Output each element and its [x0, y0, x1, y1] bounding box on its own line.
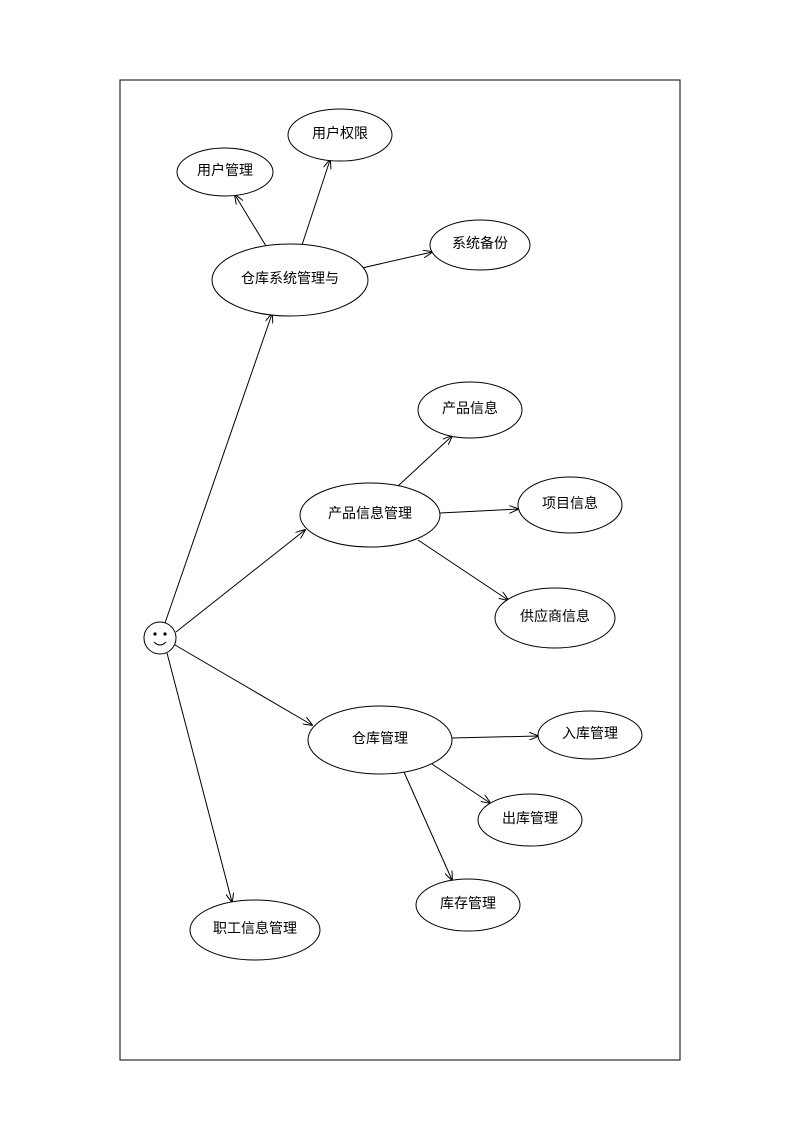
node-stock_mgmt: 库存管理: [416, 879, 520, 931]
edge-prod_info_mgmt-proj_info: [440, 509, 518, 513]
node-label: 仓库系统管理与: [241, 271, 339, 287]
node-label: 出库管理: [502, 811, 558, 827]
node-user_mgmt: 用户管理: [177, 148, 273, 196]
node-staff_info: 职工信息管理: [190, 900, 320, 960]
node-user_perm: 用户权限: [288, 109, 392, 161]
edge-warehouse_sys-sys_backup: [362, 252, 432, 268]
edge-prod_info_mgmt-prod_info: [398, 436, 452, 486]
nodes-layer: 用户管理 用户权限系统备份仓库系统管理与产品信息项目信息供应商信息 产品信息管理入库…: [177, 109, 642, 960]
node-label: 供应商信息: [520, 608, 590, 625]
node-warehouse_sys: 仓库系统管理与: [212, 244, 368, 316]
node-label: 产品信息: [442, 400, 498, 417]
node-prod_info_mgmt: 产品信息管理: [300, 483, 440, 547]
node-label: 用户权限: [312, 125, 368, 142]
edge-actor-warehouse_mgmt: [175, 645, 312, 725]
node-label: 仓库管理: [352, 731, 408, 747]
actor-smiley-icon: [144, 622, 176, 654]
edge-warehouse_mgmt-stock_mgmt: [404, 772, 452, 880]
node-out_stock: 出库管理: [478, 794, 582, 846]
actor-eye-left: [153, 632, 156, 635]
actor-eye-right: [163, 632, 166, 635]
node-supplier_info: 供应商信息: [495, 588, 615, 648]
edge-prod_info_mgmt-supplier_info: [418, 540, 508, 600]
node-proj_info: 项目信息: [518, 477, 622, 533]
node-warehouse_mgmt: 仓库管理: [308, 706, 452, 774]
node-label: 项目信息: [542, 495, 598, 512]
node-label: 库存管理: [440, 896, 496, 912]
edge-actor-warehouse_sys: [165, 314, 272, 623]
edge-actor-prod_info_mgmt: [176, 530, 305, 632]
edge-actor-staff_info: [167, 653, 232, 902]
node-sys_backup: 系统备份: [430, 220, 530, 270]
node-label: 用户管理: [197, 162, 253, 179]
node-in_stock: 入库管理: [538, 711, 642, 759]
edge-warehouse_mgmt-out_stock: [432, 764, 490, 803]
node-label: 产品信息管理: [328, 505, 412, 522]
edge-warehouse_sys-user_mgmt: [235, 195, 266, 246]
edge-warehouse_mgmt-in_stock: [452, 736, 538, 738]
node-prod_info: 产品信息: [418, 382, 522, 438]
actor-layer: [144, 622, 176, 654]
use-case-diagram: 用户管理 用户权限系统备份仓库系统管理与产品信息项目信息供应商信息 产品信息管理入库…: [0, 0, 800, 1132]
actor-face: [144, 622, 176, 654]
node-label: 职工信息管理: [213, 920, 297, 937]
node-label: 入库管理: [562, 726, 618, 742]
edge-warehouse_sys-user_perm: [302, 160, 330, 245]
node-label: 系统备份: [452, 235, 508, 252]
